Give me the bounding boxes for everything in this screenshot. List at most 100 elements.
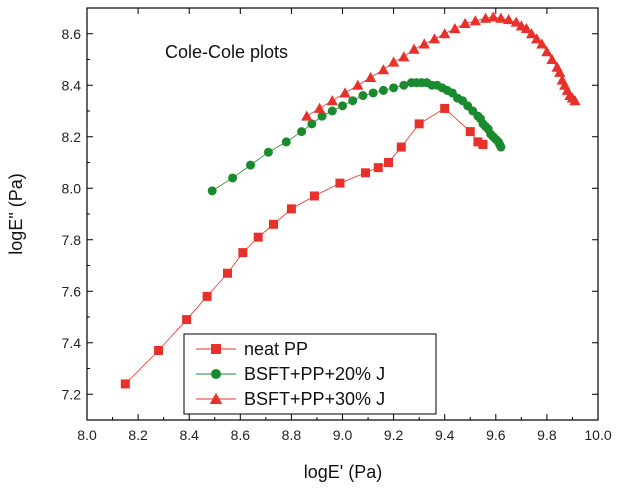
y-tick-label: 8.6: [62, 26, 82, 42]
data-point-20-j: [263, 147, 273, 157]
data-point-30-j: [495, 12, 507, 23]
x-tick-label: 8.8: [282, 427, 302, 443]
x-tick-label: 8.0: [77, 427, 97, 443]
y-tick-label: 8.2: [62, 129, 82, 145]
data-point-neat-pp: [238, 248, 248, 258]
legend-marker-neat-pp: [211, 344, 221, 354]
data-point-30-j: [510, 16, 522, 27]
data-point-30-j: [418, 38, 430, 49]
data-point-neat-pp: [440, 103, 450, 113]
legend-marker-20-j: [211, 369, 221, 379]
data-point-20-j: [297, 127, 307, 137]
y-axis-ticks: 7.2 7.4 7.6 7.8 8.0 8.2 8.4 8.6: [62, 7, 598, 402]
data-point-30-j: [536, 38, 548, 49]
data-point-neat-pp: [383, 158, 393, 167]
data-point-neat-pp: [465, 127, 475, 137]
data-point-20-j: [348, 96, 358, 106]
data-point-neat-pp: [335, 178, 345, 188]
data-point-30-j: [364, 71, 377, 83]
data-point-neat-pp: [473, 137, 483, 147]
data-point-neat-pp: [373, 163, 383, 173]
data-point-30-j: [531, 33, 543, 44]
legend-label-neat-pp: neat PP: [244, 339, 308, 359]
data-point-30-j: [352, 79, 364, 90]
data-point-20-j: [338, 101, 347, 111]
x-axis-label: logE' (Pa): [304, 462, 382, 482]
data-point-20-j: [358, 91, 368, 101]
data-point-neat-pp: [253, 232, 263, 242]
x-axis-ticks: 8.0 8.2 8.4 8.6 8.8 9.0 9.2 9.4 9.6 9.8 10.0: [77, 8, 612, 443]
data-point-30-j: [469, 15, 481, 26]
series-line-30-j: [306, 16, 576, 117]
data-point-30-j: [326, 95, 338, 106]
y-axis-label: logE" (Pa): [6, 173, 26, 254]
data-point-neat-pp: [269, 219, 279, 229]
data-point-20-j: [207, 186, 217, 196]
series-neat-pp: [120, 103, 488, 389]
data-point-30-j: [408, 43, 420, 54]
data-point-20-j: [317, 111, 327, 121]
y-tick-label: 8.4: [62, 77, 82, 93]
series-layer: [120, 11, 581, 389]
data-point-neat-pp: [360, 168, 370, 178]
data-point-20-j: [327, 106, 337, 116]
data-point-30-j: [449, 22, 461, 34]
data-point-20-j: [496, 142, 506, 152]
data-point-20-j: [368, 88, 378, 98]
data-point-20-j: [307, 119, 317, 129]
x-tick-label: 8.6: [231, 427, 251, 443]
data-point-20-j: [228, 173, 238, 183]
y-tick-label: 7.2: [62, 386, 82, 402]
x-tick-label: 9.6: [486, 427, 506, 443]
data-point-neat-pp: [286, 204, 296, 214]
data-point-30-j: [554, 66, 566, 77]
data-point-30-j: [502, 13, 515, 25]
data-point-20-j: [246, 160, 256, 170]
x-tick-label: 10.0: [584, 427, 611, 443]
data-point-30-j: [387, 56, 400, 67]
chart-annotation: Cole-Cole plots: [165, 42, 288, 62]
data-point-30-j: [339, 87, 351, 98]
series-20-j: [207, 78, 506, 196]
data-point-neat-pp: [478, 139, 488, 149]
x-tick-label: 9.8: [537, 427, 557, 443]
legend: neat PP BSFT+PP+20% J BSFT+PP+30% J: [183, 333, 437, 415]
data-point-neat-pp: [182, 315, 192, 325]
data-point-20-j: [399, 80, 409, 90]
data-point-30-j: [301, 110, 313, 121]
data-point-30-j: [398, 51, 410, 62]
x-tick-label: 8.4: [179, 427, 199, 443]
data-point-30-j: [541, 46, 553, 57]
data-point-30-j: [439, 28, 451, 39]
x-tick-label: 8.2: [128, 427, 148, 443]
data-point-30-j: [525, 28, 538, 39]
x-tick-label: 9.4: [435, 427, 455, 443]
y-tick-label: 8.0: [62, 180, 82, 196]
data-point-30-j: [377, 64, 390, 75]
legend-label-20-j: BSFT+PP+20% J: [244, 364, 385, 384]
data-point-20-j: [281, 137, 291, 147]
x-tick-label: 9.2: [384, 427, 404, 443]
data-point-30-j: [487, 11, 499, 22]
series-30-j: [301, 11, 581, 121]
y-tick-label: 7.8: [62, 232, 82, 248]
legend-marker-30-j: [209, 392, 223, 404]
data-point-neat-pp: [202, 291, 212, 301]
data-point-30-j: [428, 33, 441, 44]
legend-label-30-j: BSFT+PP+30% J: [244, 389, 385, 409]
data-point-30-j: [520, 22, 533, 34]
data-point-neat-pp: [414, 119, 424, 129]
data-point-neat-pp: [154, 345, 164, 355]
data-point-30-j: [569, 95, 581, 106]
data-point-20-j: [378, 85, 388, 95]
data-point-30-j: [313, 102, 326, 113]
data-point-neat-pp: [223, 268, 233, 278]
data-point-30-j: [546, 53, 558, 64]
data-point-20-j: [389, 83, 399, 93]
y-tick-label: 7.4: [62, 335, 82, 351]
data-point-neat-pp: [120, 379, 130, 389]
data-point-neat-pp: [396, 142, 406, 152]
x-tick-label: 9.0: [333, 427, 353, 443]
data-point-30-j: [459, 17, 471, 28]
